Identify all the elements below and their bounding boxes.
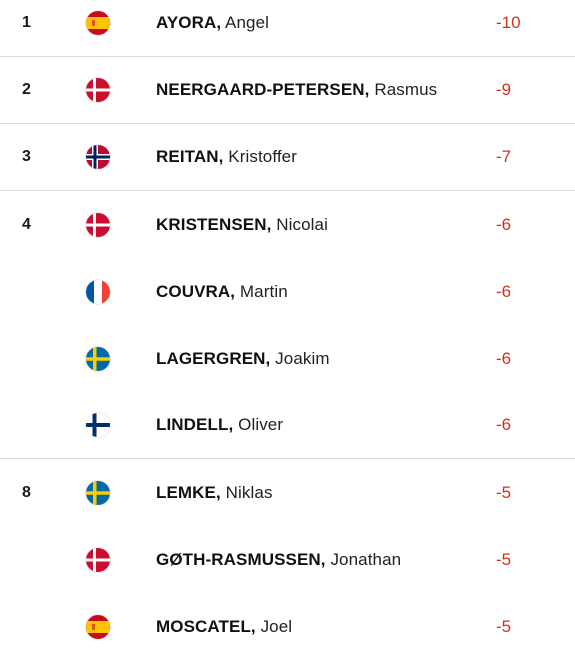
france-flag-icon bbox=[86, 279, 110, 304]
player-first-name: Angel bbox=[225, 13, 270, 32]
position-label: 4 bbox=[22, 215, 31, 233]
leaderboard-row[interactable]: 2 NEERGAARD-PETERSEN, Rasmus -9 bbox=[0, 57, 575, 124]
player-last-name: NEERGAARD-PETERSEN, bbox=[156, 80, 370, 99]
finland-flag-icon bbox=[86, 413, 110, 437]
position-label: 3 bbox=[22, 148, 31, 165]
leaderboard-row[interactable]: 8 LEMKE, Niklas -5 bbox=[0, 459, 575, 526]
spain-flag-icon bbox=[86, 11, 110, 35]
player-name[interactable]: LEMKE, Niklas bbox=[156, 483, 273, 503]
score-value: -6 bbox=[496, 214, 512, 234]
player-first-name: Kristoffer bbox=[228, 147, 297, 166]
player-last-name: LEMKE, bbox=[156, 482, 221, 502]
spain-flag-icon bbox=[86, 614, 110, 639]
player-name[interactable]: KRISTENSEN, Nicolai bbox=[156, 215, 328, 235]
score-value: -5 bbox=[496, 616, 512, 636]
score-value: -10 bbox=[496, 13, 521, 32]
position-label: 8 bbox=[22, 483, 31, 501]
player-last-name: MOSCATEL, bbox=[156, 616, 256, 636]
player-first-name: Oliver bbox=[238, 415, 284, 434]
sweden-flag-icon bbox=[86, 346, 110, 371]
player-first-name: Jonathan bbox=[330, 549, 402, 569]
player-last-name: GØTH-RASMUSSEN, bbox=[156, 549, 326, 569]
score-value: -5 bbox=[496, 482, 512, 502]
sweden-flag-icon bbox=[86, 480, 110, 505]
score-value: -6 bbox=[496, 281, 512, 301]
player-name[interactable]: GØTH-RASMUSSEN, Jonathan bbox=[156, 550, 401, 570]
player-name[interactable]: COUVRA, Martin bbox=[156, 282, 288, 302]
player-name[interactable]: NEERGAARD-PETERSEN, Rasmus bbox=[156, 80, 437, 100]
leaderboard-row[interactable]: GØTH-RASMUSSEN, Jonathan -5 bbox=[0, 526, 575, 593]
leaderboard-row[interactable]: COUVRA, Martin -6 bbox=[0, 258, 575, 325]
player-last-name: REITAN, bbox=[156, 147, 224, 166]
player-first-name: Nicolai bbox=[276, 214, 328, 234]
player-name[interactable]: LAGERGREN, Joakim bbox=[156, 349, 330, 369]
player-first-name: Rasmus bbox=[374, 80, 438, 99]
norway-flag-icon bbox=[86, 145, 110, 169]
position-label: 2 bbox=[22, 81, 31, 98]
score-value: -6 bbox=[496, 415, 512, 434]
position-label: 1 bbox=[22, 14, 31, 31]
player-first-name: Joakim bbox=[275, 348, 330, 368]
player-last-name: COUVRA, bbox=[156, 281, 236, 301]
player-first-name: Niklas bbox=[225, 482, 273, 502]
score-value: -7 bbox=[496, 147, 512, 166]
leaderboard-row[interactable]: 4 KRISTENSEN, Nicolai -6 bbox=[0, 191, 575, 258]
player-last-name: KRISTENSEN, bbox=[156, 214, 272, 234]
player-name[interactable]: MOSCATEL, Joel bbox=[156, 617, 292, 637]
score-value: -6 bbox=[496, 348, 512, 368]
player-last-name: LINDELL, bbox=[156, 415, 234, 434]
leaderboard-row[interactable]: 1 AYORA, Angel -10 bbox=[0, 0, 575, 57]
player-name[interactable]: REITAN, Kristoffer bbox=[156, 147, 297, 167]
player-name[interactable]: AYORA, Angel bbox=[156, 13, 269, 33]
player-last-name: LAGERGREN, bbox=[156, 348, 271, 368]
score-value: -5 bbox=[496, 549, 512, 569]
leaderboard-row[interactable]: LINDELL, Oliver -6 bbox=[0, 392, 575, 459]
leaderboard-row[interactable]: MOSCATEL, Joel -5 bbox=[0, 593, 575, 660]
denmark-flag-icon bbox=[86, 78, 110, 102]
player-last-name: AYORA, bbox=[156, 13, 222, 32]
leaderboard-row[interactable]: LAGERGREN, Joakim -6 bbox=[0, 325, 575, 392]
denmark-flag-icon bbox=[86, 547, 110, 572]
leaderboard-row[interactable]: 3 REITAN, Kristoffer -7 bbox=[0, 124, 575, 191]
score-value: -9 bbox=[496, 80, 512, 99]
denmark-flag-icon bbox=[86, 212, 110, 237]
player-name[interactable]: LINDELL, Oliver bbox=[156, 415, 283, 435]
player-first-name: Joel bbox=[260, 616, 293, 636]
player-first-name: Martin bbox=[239, 281, 288, 301]
